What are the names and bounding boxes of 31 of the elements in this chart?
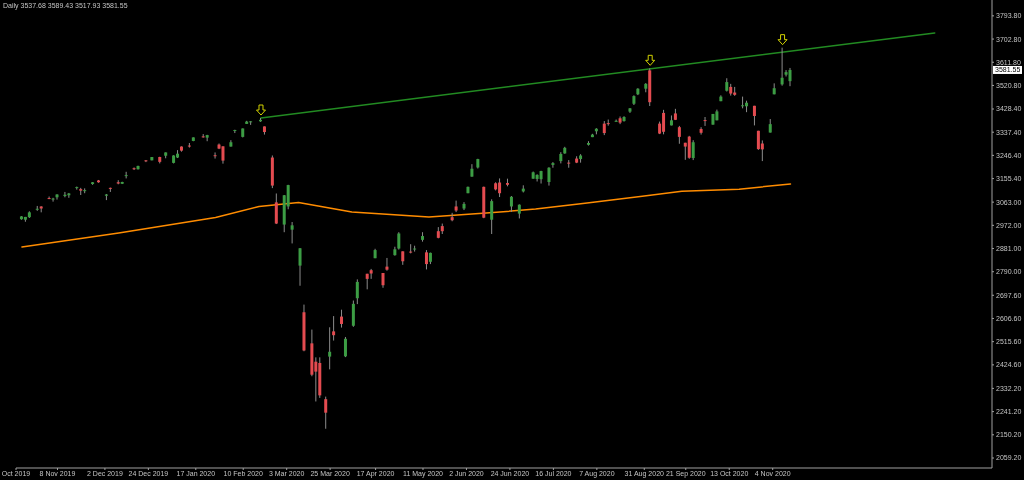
candlestick [784,69,788,77]
candlestick [328,326,332,370]
candlestick [343,336,347,358]
line-series [21,183,792,248]
candlestick [490,198,494,235]
candlestick [274,192,278,225]
candlestick [780,47,784,87]
candlestick [788,67,792,87]
candlestick [51,197,55,203]
candlestick [144,159,148,163]
candlestick [332,315,336,342]
candlestick [55,193,59,201]
candlestick [424,249,428,270]
candlestick [298,247,302,287]
candlestick [614,119,618,123]
candlestick [498,177,502,198]
candlestick [691,139,695,161]
candlestick [67,192,71,199]
candlestick [454,200,458,213]
candlestick [324,396,328,430]
candlestick [355,278,359,305]
candlestick [662,109,666,135]
candlestick [290,221,294,244]
candlestick [687,135,691,160]
candlestick [703,116,707,127]
candlestick [385,257,389,272]
candlestick [551,161,555,169]
candlestick [213,151,217,160]
candlestick [547,166,551,187]
candlestick [351,300,355,328]
candlestick [699,126,703,136]
